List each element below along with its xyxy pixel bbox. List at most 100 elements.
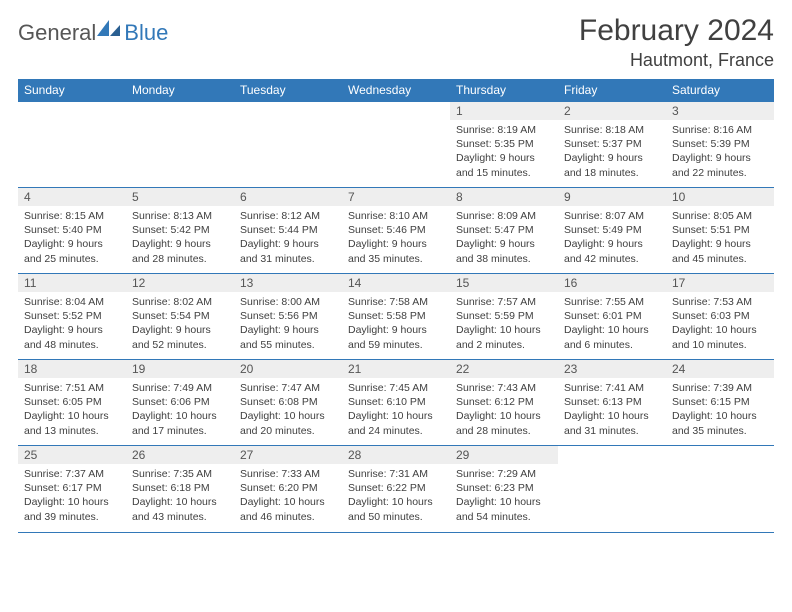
calendar-cell: 7Sunrise: 8:10 AMSunset: 5:46 PMDaylight… xyxy=(342,188,450,274)
day-detail: Sunrise: 7:37 AMSunset: 6:17 PMDaylight:… xyxy=(18,464,126,528)
sunrise-text: Sunrise: 7:29 AM xyxy=(456,467,552,481)
day-detail: Sunrise: 8:13 AMSunset: 5:42 PMDaylight:… xyxy=(126,206,234,270)
sunrise-text: Sunrise: 8:12 AM xyxy=(240,209,336,223)
day-detail: Sunrise: 7:58 AMSunset: 5:58 PMDaylight:… xyxy=(342,292,450,356)
daylight-text-1: Daylight: 9 hours xyxy=(456,151,552,165)
calendar-week-row: 11Sunrise: 8:04 AMSunset: 5:52 PMDayligh… xyxy=(18,274,774,360)
daylight-text-2: and 52 minutes. xyxy=(132,338,228,352)
day-header: Monday xyxy=(126,79,234,102)
sunrise-text: Sunrise: 7:31 AM xyxy=(348,467,444,481)
daylight-text-1: Daylight: 10 hours xyxy=(672,409,768,423)
daylight-text-1: Daylight: 10 hours xyxy=(240,409,336,423)
logo: General Blue xyxy=(18,14,168,46)
day-number: 14 xyxy=(342,274,450,292)
day-number: 22 xyxy=(450,360,558,378)
day-number: 23 xyxy=(558,360,666,378)
calendar-cell: 21Sunrise: 7:45 AMSunset: 6:10 PMDayligh… xyxy=(342,360,450,446)
calendar-cell: 11Sunrise: 8:04 AMSunset: 5:52 PMDayligh… xyxy=(18,274,126,360)
daylight-text-2: and 59 minutes. xyxy=(348,338,444,352)
calendar-cell xyxy=(18,102,126,188)
sunset-text: Sunset: 5:44 PM xyxy=(240,223,336,237)
day-header: Sunday xyxy=(18,79,126,102)
daylight-text-2: and 50 minutes. xyxy=(348,510,444,524)
sunrise-text: Sunrise: 8:18 AM xyxy=(564,123,660,137)
calendar-cell: 19Sunrise: 7:49 AMSunset: 6:06 PMDayligh… xyxy=(126,360,234,446)
day-number: 28 xyxy=(342,446,450,464)
sunset-text: Sunset: 6:22 PM xyxy=(348,481,444,495)
sunset-text: Sunset: 5:42 PM xyxy=(132,223,228,237)
day-detail: Sunrise: 7:57 AMSunset: 5:59 PMDaylight:… xyxy=(450,292,558,356)
day-detail: Sunrise: 7:45 AMSunset: 6:10 PMDaylight:… xyxy=(342,378,450,442)
day-detail: Sunrise: 8:00 AMSunset: 5:56 PMDaylight:… xyxy=(234,292,342,356)
day-detail: Sunrise: 8:18 AMSunset: 5:37 PMDaylight:… xyxy=(558,120,666,184)
calendar-cell: 27Sunrise: 7:33 AMSunset: 6:20 PMDayligh… xyxy=(234,446,342,532)
calendar-week-row: 18Sunrise: 7:51 AMSunset: 6:05 PMDayligh… xyxy=(18,360,774,446)
calendar-cell: 17Sunrise: 7:53 AMSunset: 6:03 PMDayligh… xyxy=(666,274,774,360)
day-number: 13 xyxy=(234,274,342,292)
sunset-text: Sunset: 6:01 PM xyxy=(564,309,660,323)
daylight-text-1: Daylight: 10 hours xyxy=(24,495,120,509)
daylight-text-1: Daylight: 9 hours xyxy=(132,323,228,337)
daylight-text-1: Daylight: 10 hours xyxy=(240,495,336,509)
calendar-cell: 9Sunrise: 8:07 AMSunset: 5:49 PMDaylight… xyxy=(558,188,666,274)
day-detail: Sunrise: 7:43 AMSunset: 6:12 PMDaylight:… xyxy=(450,378,558,442)
daylight-text-1: Daylight: 10 hours xyxy=(456,323,552,337)
day-detail: Sunrise: 8:05 AMSunset: 5:51 PMDaylight:… xyxy=(666,206,774,270)
day-number: 4 xyxy=(18,188,126,206)
daylight-text-2: and 35 minutes. xyxy=(672,424,768,438)
day-number: 20 xyxy=(234,360,342,378)
day-number: 9 xyxy=(558,188,666,206)
day-number: 24 xyxy=(666,360,774,378)
calendar-week-row: 25Sunrise: 7:37 AMSunset: 6:17 PMDayligh… xyxy=(18,446,774,532)
calendar-cell: 20Sunrise: 7:47 AMSunset: 6:08 PMDayligh… xyxy=(234,360,342,446)
sunrise-text: Sunrise: 7:57 AM xyxy=(456,295,552,309)
day-number: 3 xyxy=(666,102,774,120)
day-number: 8 xyxy=(450,188,558,206)
calendar-cell: 10Sunrise: 8:05 AMSunset: 5:51 PMDayligh… xyxy=(666,188,774,274)
day-detail: Sunrise: 8:04 AMSunset: 5:52 PMDaylight:… xyxy=(18,292,126,356)
calendar-cell: 12Sunrise: 8:02 AMSunset: 5:54 PMDayligh… xyxy=(126,274,234,360)
daylight-text-2: and 42 minutes. xyxy=(564,252,660,266)
calendar-body: 1Sunrise: 8:19 AMSunset: 5:35 PMDaylight… xyxy=(18,102,774,532)
day-number: 10 xyxy=(666,188,774,206)
sunset-text: Sunset: 6:12 PM xyxy=(456,395,552,409)
calendar-cell: 16Sunrise: 7:55 AMSunset: 6:01 PMDayligh… xyxy=(558,274,666,360)
day-detail: Sunrise: 8:07 AMSunset: 5:49 PMDaylight:… xyxy=(558,206,666,270)
sunrise-text: Sunrise: 8:05 AM xyxy=(672,209,768,223)
day-number: 11 xyxy=(18,274,126,292)
calendar-cell: 23Sunrise: 7:41 AMSunset: 6:13 PMDayligh… xyxy=(558,360,666,446)
day-number: 1 xyxy=(450,102,558,120)
daylight-text-1: Daylight: 10 hours xyxy=(348,495,444,509)
calendar-cell xyxy=(666,446,774,532)
sunrise-text: Sunrise: 7:45 AM xyxy=(348,381,444,395)
day-number: 27 xyxy=(234,446,342,464)
calendar-cell: 5Sunrise: 8:13 AMSunset: 5:42 PMDaylight… xyxy=(126,188,234,274)
daylight-text-1: Daylight: 9 hours xyxy=(24,323,120,337)
daylight-text-1: Daylight: 10 hours xyxy=(132,495,228,509)
sunset-text: Sunset: 5:49 PM xyxy=(564,223,660,237)
day-detail: Sunrise: 7:55 AMSunset: 6:01 PMDaylight:… xyxy=(558,292,666,356)
daylight-text-1: Daylight: 9 hours xyxy=(132,237,228,251)
daylight-text-1: Daylight: 10 hours xyxy=(564,323,660,337)
day-detail: Sunrise: 8:19 AMSunset: 5:35 PMDaylight:… xyxy=(450,120,558,184)
daylight-text-1: Daylight: 10 hours xyxy=(348,409,444,423)
day-detail: Sunrise: 7:29 AMSunset: 6:23 PMDaylight:… xyxy=(450,464,558,528)
sunrise-text: Sunrise: 8:19 AM xyxy=(456,123,552,137)
daylight-text-1: Daylight: 9 hours xyxy=(240,237,336,251)
day-header: Wednesday xyxy=(342,79,450,102)
day-number: 25 xyxy=(18,446,126,464)
month-title: February 2024 xyxy=(579,14,774,48)
daylight-text-1: Daylight: 9 hours xyxy=(672,151,768,165)
sunrise-text: Sunrise: 7:37 AM xyxy=(24,467,120,481)
daylight-text-1: Daylight: 10 hours xyxy=(132,409,228,423)
daylight-text-2: and 10 minutes. xyxy=(672,338,768,352)
daylight-text-2: and 20 minutes. xyxy=(240,424,336,438)
calendar-cell: 24Sunrise: 7:39 AMSunset: 6:15 PMDayligh… xyxy=(666,360,774,446)
day-detail: Sunrise: 7:31 AMSunset: 6:22 PMDaylight:… xyxy=(342,464,450,528)
day-number: 12 xyxy=(126,274,234,292)
sunrise-text: Sunrise: 7:39 AM xyxy=(672,381,768,395)
daylight-text-1: Daylight: 9 hours xyxy=(348,323,444,337)
daylight-text-1: Daylight: 9 hours xyxy=(564,237,660,251)
sunset-text: Sunset: 6:20 PM xyxy=(240,481,336,495)
sunrise-text: Sunrise: 8:07 AM xyxy=(564,209,660,223)
